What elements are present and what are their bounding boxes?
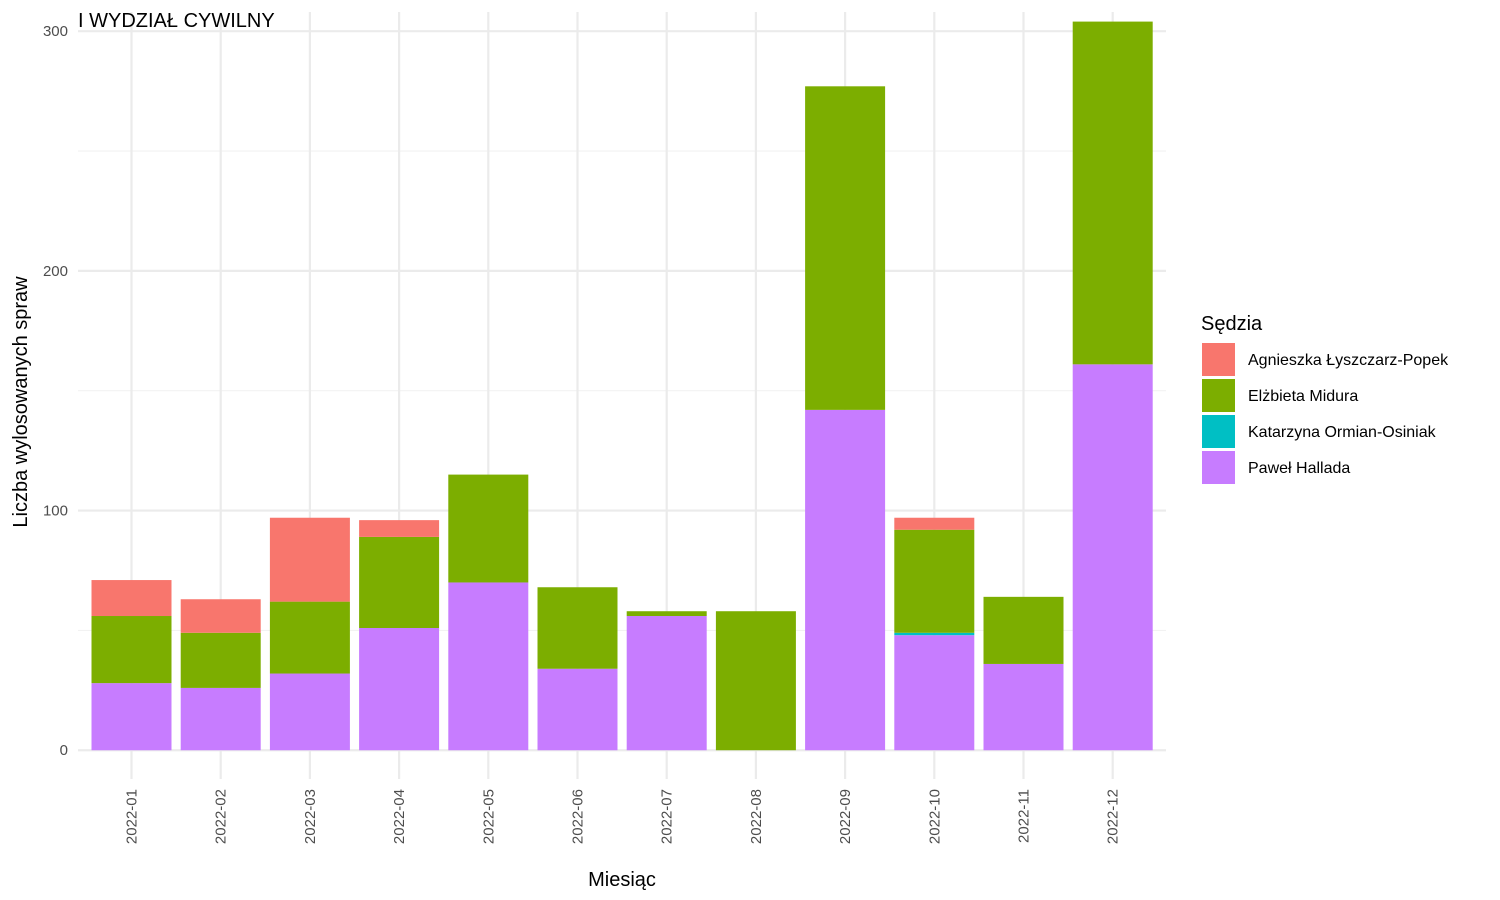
bar-segment bbox=[805, 409, 886, 751]
bar-segment bbox=[805, 86, 886, 410]
legend-title: Sędzia bbox=[1201, 313, 1263, 335]
legend: Sędzia Agnieszka Łyszczarz-Popek Elżbieta… bbox=[1201, 313, 1449, 484]
legend-swatch bbox=[1202, 343, 1235, 376]
bar-segment bbox=[894, 632, 975, 636]
x-tick-label: 2022-11 bbox=[1016, 789, 1033, 843]
bar-segment bbox=[180, 632, 261, 688]
bar-segment bbox=[626, 611, 707, 617]
bar-segment bbox=[180, 687, 261, 751]
bar-segment bbox=[269, 517, 350, 602]
bar-segment bbox=[359, 520, 440, 537]
x-tick-label: 2022-09 bbox=[837, 789, 854, 844]
x-tick-label: 2022-04 bbox=[391, 789, 408, 844]
y-tick-label: 100 bbox=[43, 503, 68, 520]
bar-segment bbox=[894, 517, 975, 530]
bar-segment bbox=[91, 683, 172, 751]
legend-swatch bbox=[1202, 379, 1235, 412]
legend-swatch bbox=[1202, 451, 1235, 484]
bar-segment bbox=[1072, 364, 1153, 751]
bar-segment bbox=[983, 596, 1064, 664]
legend-label: Paweł Hallada bbox=[1248, 460, 1350, 477]
bar-segment bbox=[269, 601, 350, 674]
bar-segment bbox=[1072, 21, 1153, 365]
x-tick-label: 2022-08 bbox=[748, 789, 765, 844]
y-tick-label: 200 bbox=[43, 263, 68, 280]
legend-swatch bbox=[1202, 415, 1235, 448]
y-tick-label: 0 bbox=[60, 742, 68, 759]
x-tick-label: 2022-06 bbox=[570, 789, 587, 844]
bar-segment bbox=[359, 536, 440, 628]
x-tick-label: 2022-12 bbox=[1105, 789, 1122, 844]
bar-segment bbox=[894, 529, 975, 633]
bar-segment bbox=[448, 474, 529, 583]
x-tick-label: 2022-07 bbox=[659, 789, 676, 844]
bar-segment bbox=[91, 580, 172, 617]
x-axis-title: Miesiąc bbox=[588, 869, 656, 891]
bar-segment bbox=[448, 582, 529, 751]
x-tick-label: 2022-01 bbox=[124, 789, 141, 844]
legend-label: Elżbieta Midura bbox=[1248, 388, 1358, 405]
bar-segment bbox=[626, 616, 707, 751]
bar-segment bbox=[715, 611, 796, 751]
x-tick-label: 2022-05 bbox=[480, 789, 497, 844]
x-tick-label: 2022-02 bbox=[213, 789, 230, 844]
bar-segment bbox=[269, 673, 350, 751]
y-axis-title: Liczba wylosowanych spraw bbox=[10, 276, 32, 528]
legend-label: Agnieszka Łyszczarz-Popek bbox=[1248, 352, 1449, 369]
bar-segment bbox=[180, 599, 261, 633]
x-tick-label: 2022-03 bbox=[302, 789, 319, 844]
bar-segment bbox=[359, 627, 440, 751]
y-tick-label: 300 bbox=[43, 23, 68, 40]
y-axis-ticks: 0 100 200 300 bbox=[43, 23, 68, 759]
bar-segment bbox=[894, 635, 975, 751]
bar-segment bbox=[537, 668, 618, 751]
bars bbox=[91, 21, 1153, 751]
x-tick-label: 2022-10 bbox=[926, 789, 943, 844]
chart-title: I WYDZIAŁ CYWILNY bbox=[78, 10, 275, 32]
x-axis-ticks: 2022-01 2022-02 2022-03 2022-04 2022-05 2022-… bbox=[124, 789, 1122, 844]
bar-segment bbox=[537, 587, 618, 669]
bar-segment bbox=[983, 663, 1064, 751]
legend-label: Katarzyna Ormian-Osiniak bbox=[1248, 424, 1437, 441]
bar-segment bbox=[91, 616, 172, 684]
